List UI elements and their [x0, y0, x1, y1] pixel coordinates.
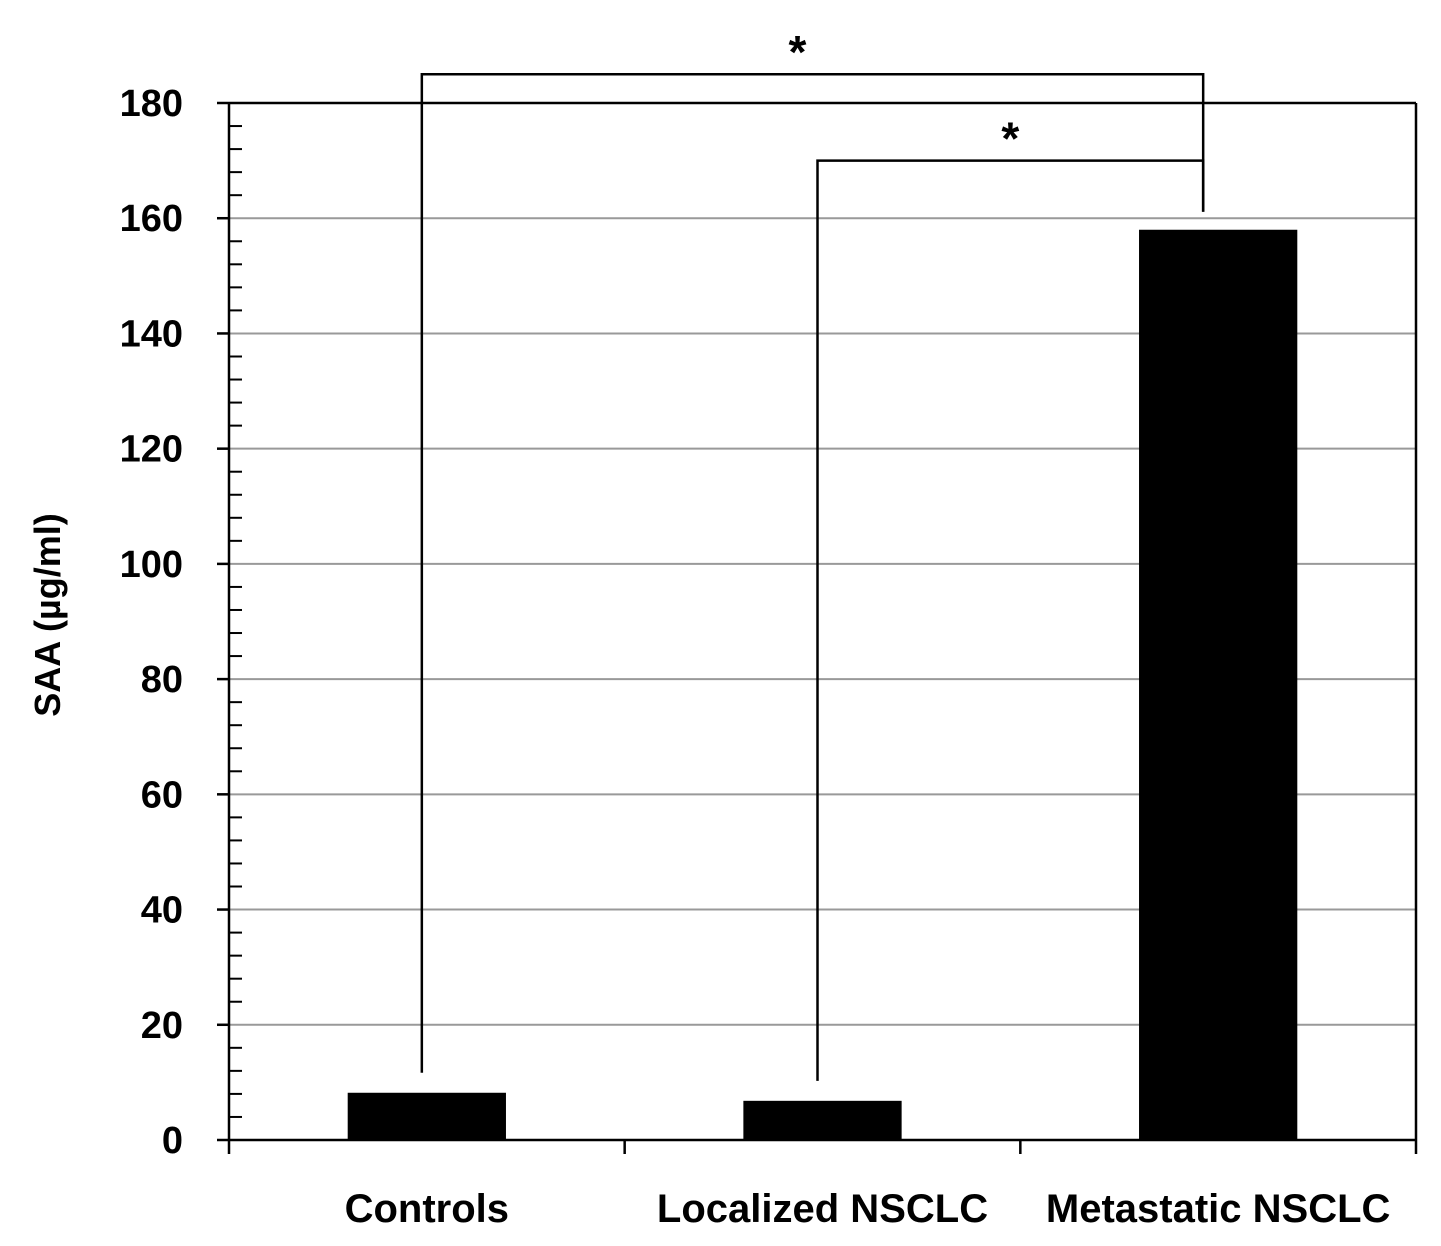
significance-bracket	[420, 72, 1205, 1073]
significance-bracket	[816, 159, 1205, 1081]
y-tick-label: 20	[141, 1005, 183, 1047]
y-tick-label: 0	[162, 1120, 183, 1162]
labels: 0 20 40 60 80 100 120 140 160 180 Controls Localize…	[120, 83, 1391, 1231]
x-category-label: Localized NSCLC	[657, 1187, 988, 1231]
y-tick-label: 40	[141, 890, 183, 932]
significance-star: *	[1001, 113, 1019, 165]
x-category-label: Metastatic NSCLC	[1046, 1187, 1391, 1231]
y-axis-title: SAA (µg/ml)	[27, 513, 68, 716]
axes	[217, 101, 1418, 1154]
bars	[347, 229, 1298, 1140]
significance-brackets: **	[420, 26, 1205, 1081]
y-tick-label: 180	[120, 83, 183, 125]
bar-metastatic-nsclc	[1139, 229, 1298, 1140]
bar-controls	[347, 1092, 506, 1140]
x-category-label: Controls	[345, 1187, 509, 1231]
y-tick-label: 120	[120, 429, 183, 471]
bar-localized-nsclc	[743, 1100, 902, 1140]
y-tick-label: 160	[120, 198, 183, 240]
y-tick-label: 140	[120, 313, 183, 355]
y-tick-label: 80	[141, 659, 183, 701]
y-tick-label: 60	[141, 774, 183, 816]
significance-star: *	[789, 26, 807, 78]
y-tick-label: 100	[120, 544, 183, 586]
